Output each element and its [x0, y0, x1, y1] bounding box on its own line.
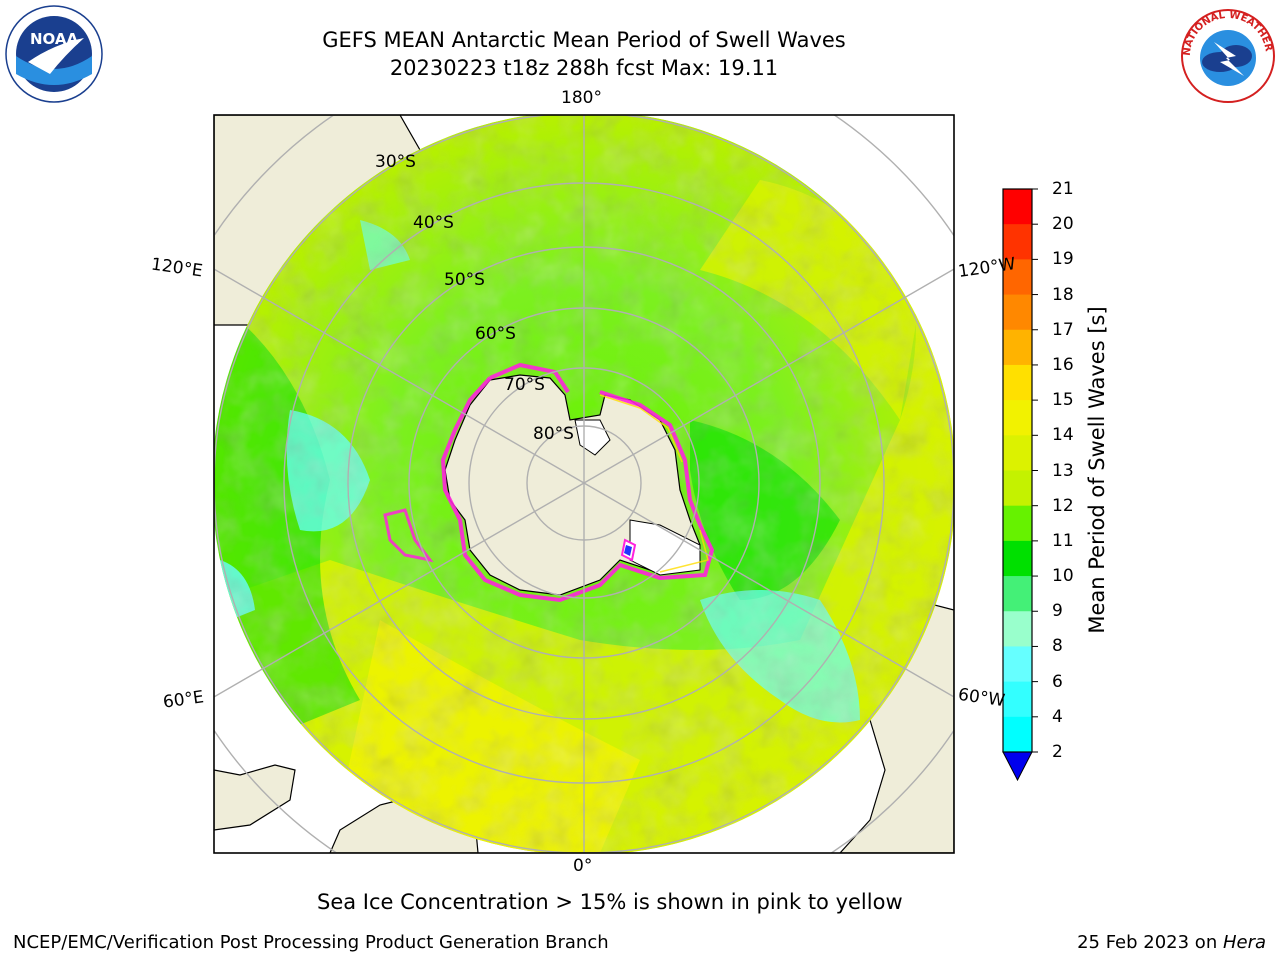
- colorbar-extend: [1002, 751, 1033, 782]
- lat-label-80s: 80°S: [533, 424, 574, 444]
- colorbar-swatch: [1003, 224, 1032, 260]
- colorbar-swatch: [1003, 259, 1032, 296]
- colorbar-tick-label: 4: [1052, 706, 1063, 727]
- map-frame: [213, 114, 955, 854]
- lat-label-60s: 60°S: [475, 324, 516, 344]
- map-frame-content: [214, 115, 954, 853]
- colorbar-tick-label: 10: [1052, 566, 1074, 587]
- colorbar-tick-label: 9: [1052, 601, 1063, 622]
- colorbar-swatch: [1003, 716, 1032, 753]
- colorbar-tick-label: 16: [1052, 354, 1074, 375]
- colorbar-tick-label: 13: [1052, 460, 1074, 481]
- footer-date: 25 Feb 2023 on Hera: [1077, 932, 1266, 953]
- graticule: [214, 115, 954, 853]
- colorbar-tick-label: 2: [1052, 742, 1063, 762]
- lon-label-180: 180°: [561, 88, 602, 108]
- colorbar-tick-label: 19: [1052, 249, 1074, 270]
- colorbar-tick-label: 21: [1052, 179, 1074, 199]
- land-madagascar: [214, 764, 296, 831]
- colorbar-swatch: [1003, 435, 1032, 471]
- colorbar-swatch: [1003, 294, 1032, 331]
- colorbar-tick-label: 12: [1052, 495, 1074, 516]
- colorbar-swatch: [1003, 681, 1032, 718]
- chart-title: GEFS MEAN Antarctic Mean Period of Swell…: [322, 28, 846, 52]
- lat-label-30s: 30°S: [375, 152, 416, 172]
- footer-machine: Hera: [1222, 932, 1266, 953]
- colorbar-swatch: [1003, 400, 1032, 436]
- colorbar-tick-label: 15: [1052, 390, 1074, 411]
- colorbar-tick-label: 17: [1052, 319, 1074, 340]
- lat-label-50s: 50°S: [444, 270, 485, 290]
- colorbar: [1002, 188, 1038, 782]
- colorbar-label: Mean Period of Swell Waves [s]: [1085, 306, 1109, 634]
- colorbar-swatch: [1003, 364, 1032, 401]
- colorbar-tick-label: 18: [1052, 284, 1074, 305]
- sea-ice-note: Sea Ice Concentration > 15% is shown in …: [317, 890, 903, 914]
- colorbar-swatch: [1003, 505, 1032, 542]
- sea-ice-edge: [440, 362, 715, 603]
- colorbar-swatch: [1003, 540, 1032, 577]
- colorbar-tick-label: 8: [1052, 636, 1063, 657]
- footer-credit: NCEP/EMC/Verification Post Processing Pr…: [13, 932, 609, 953]
- colorbar-swatch: [1003, 329, 1032, 366]
- lat-label-70s: 70°S: [504, 375, 545, 395]
- footer-date-text: 25 Feb 2023 on: [1077, 932, 1223, 953]
- colorbar-swatch: [1003, 611, 1032, 647]
- nws-logo: NATIONAL WEATHER SERVICE: [1176, 4, 1275, 103]
- lat-label-40s: 40°S: [413, 213, 454, 233]
- colorbar-swatch: [1003, 189, 1032, 225]
- colorbar-tick-label: 14: [1052, 425, 1074, 446]
- colorbar-swatch: [1003, 646, 1032, 683]
- colorbar-tick-label: 11: [1052, 530, 1074, 551]
- noaa-logo: NOAA: [5, 5, 103, 103]
- colorbar-tick-label: 6: [1052, 671, 1063, 692]
- colorbar-tick-label: 20: [1052, 214, 1074, 235]
- noaa-logo-text: NOAA: [30, 30, 79, 48]
- colorbar-swatch: [1003, 470, 1032, 507]
- chart-subtitle: 20230223 t18z 288h fcst Max: 19.11: [389, 56, 779, 80]
- colorbar-swatch: [1003, 576, 1032, 612]
- lon-label-0: 0°: [573, 856, 593, 876]
